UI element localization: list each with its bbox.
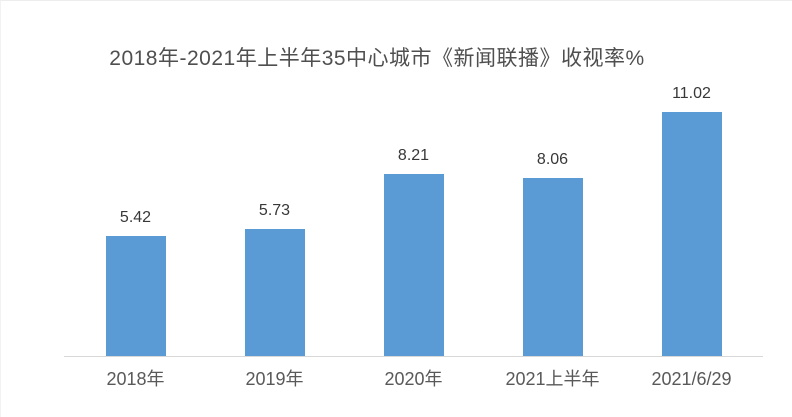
x-tick-label: 2019年 [245,369,304,389]
x-axis-line [64,356,763,357]
bar [661,112,722,356]
x-tick-label: 2021上半年 [505,369,600,389]
bar [383,174,444,356]
plot-area: 5.42 5.73 8.21 8.06 11.02 [66,66,761,356]
bar-value-label: 5.42 [119,209,152,226]
bar-column: 11.02 [622,85,761,356]
bar-column: 5.42 [66,209,205,356]
bar-column: 8.21 [344,147,483,356]
bar-value-label: 5.73 [258,202,291,219]
bar [244,229,305,356]
x-tick-label: 2021/6/29 [651,369,732,389]
x-tick-label: 2020年 [384,369,443,389]
bar-value-label: 8.21 [397,147,430,164]
bar-column: 5.73 [205,202,344,356]
bar-value-label: 8.06 [536,151,569,168]
bar [105,236,166,356]
bar-value-label: 11.02 [672,85,711,102]
chart-title: 2018年-2021年上半年35中心城市《新闻联播》收视率% [109,47,645,70]
x-tick-label: 2018年 [106,369,165,389]
bar-column: 8.06 [483,151,622,356]
bar [522,178,583,356]
x-axis-tick-labels: 2018年 2019年 2020年 2021上半年 2021/6/29 [66,368,761,390]
